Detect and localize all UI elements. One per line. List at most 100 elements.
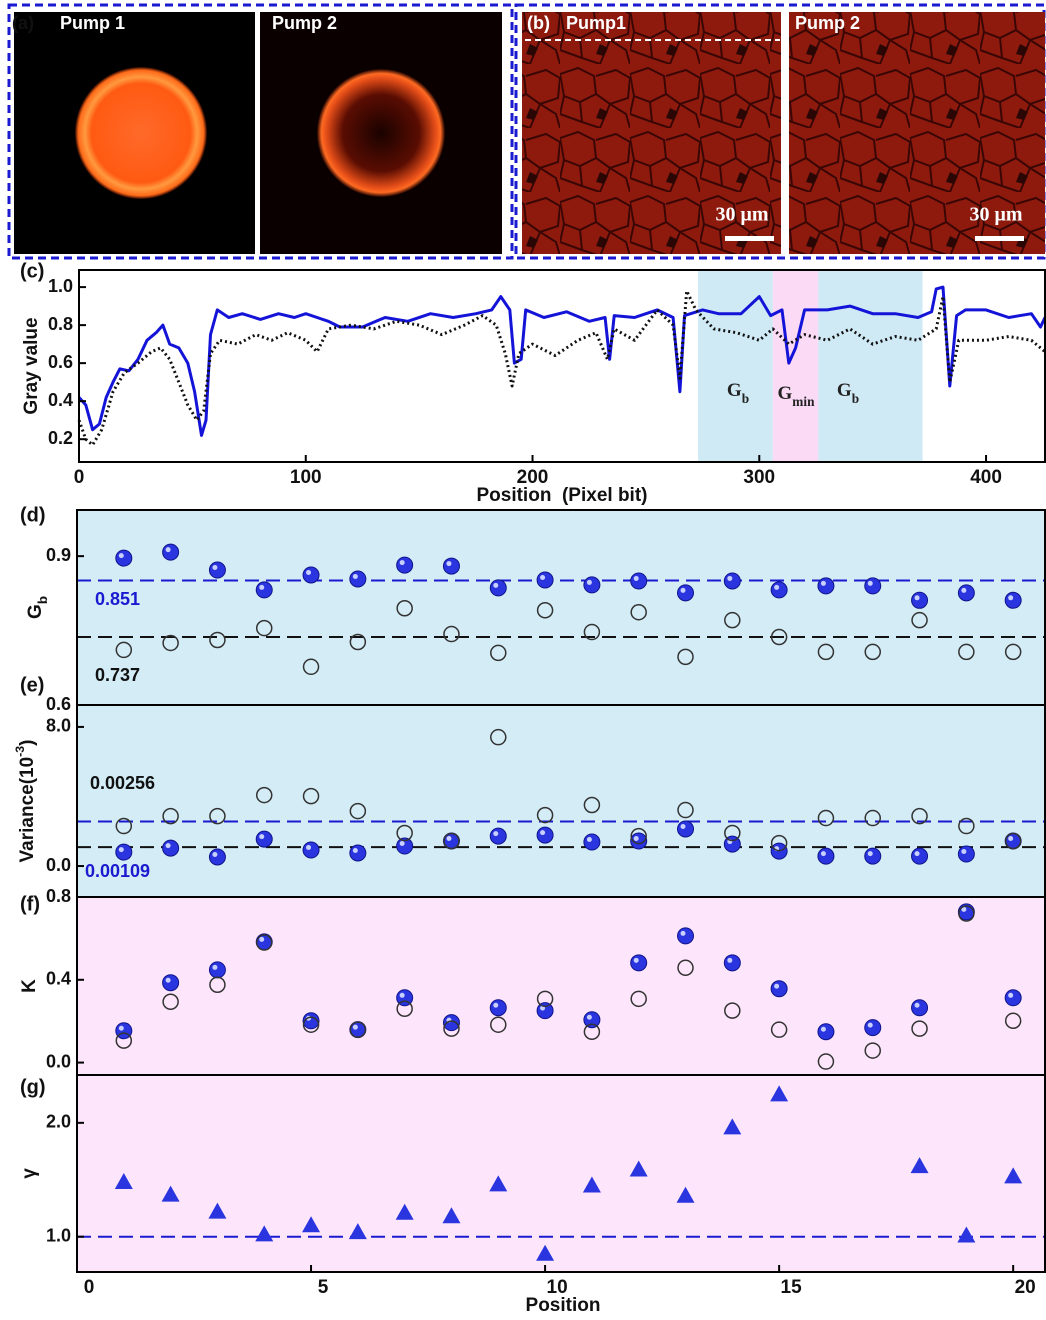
annotation-sub: b — [742, 391, 749, 406]
marker — [255, 1225, 274, 1242]
marker-highlight — [961, 849, 967, 855]
x-tick-label: 400 — [970, 467, 1002, 488]
x-axis-label: Position (Pixel bit) — [476, 485, 647, 506]
marker — [489, 827, 507, 845]
x-tick-label: 20 — [1015, 1277, 1036, 1298]
marker-highlight — [867, 1022, 873, 1028]
marker — [536, 571, 554, 589]
marker — [443, 625, 460, 643]
marker-highlight — [820, 851, 826, 857]
y-tick-label: 1.0 — [48, 276, 73, 296]
marker-highlight — [774, 584, 780, 590]
marker-highlight — [259, 936, 265, 942]
image-label: Pump 2 — [272, 13, 337, 33]
marker — [817, 1053, 835, 1070]
marker — [770, 581, 788, 599]
marker — [162, 993, 179, 1010]
marker — [349, 570, 367, 588]
panel-background — [77, 1075, 1045, 1272]
panel-label: (b) — [527, 13, 550, 33]
y-axis-label: γ — [19, 1168, 40, 1179]
marker — [395, 1203, 414, 1220]
marker-highlight — [165, 547, 171, 553]
y-tick-label: 0.8 — [46, 886, 71, 906]
marker — [489, 999, 507, 1017]
y-axis-label-main: Variance(10 — [17, 757, 38, 863]
marker — [910, 1157, 929, 1174]
reference-label: 0.00256 — [90, 773, 155, 793]
y-tick-label: 0.0 — [46, 1051, 71, 1071]
marker — [958, 643, 975, 661]
marker — [489, 1175, 508, 1192]
marker — [348, 1223, 367, 1240]
marker — [396, 556, 414, 574]
marker — [958, 817, 975, 835]
marker — [1004, 832, 1022, 850]
marker — [629, 1160, 648, 1177]
marker — [115, 549, 133, 567]
marker — [817, 847, 835, 865]
marker-highlight — [493, 831, 499, 837]
y-axis-label: Gb — [25, 596, 50, 619]
marker — [255, 581, 273, 599]
marker-highlight — [586, 1014, 592, 1020]
marker-highlight — [540, 830, 546, 836]
marker — [349, 1021, 367, 1038]
marker-highlight — [352, 1024, 358, 1030]
marker — [302, 787, 320, 805]
y-axis-label-sub: b — [35, 596, 50, 604]
image — [789, 12, 1045, 254]
reference-label: 0.737 — [95, 665, 140, 685]
marker — [115, 641, 133, 659]
marker — [302, 1016, 320, 1033]
marker — [162, 807, 179, 825]
pump-ring — [317, 69, 445, 197]
marker — [582, 1176, 601, 1193]
marker — [770, 1085, 789, 1102]
scale-label: 30 μm — [716, 204, 769, 226]
marker — [864, 1019, 882, 1037]
marker-highlight — [212, 852, 218, 857]
shaded-region — [698, 270, 773, 462]
marker-highlight — [165, 977, 171, 983]
marker — [536, 601, 554, 619]
marker — [864, 577, 882, 595]
image-label: Pump 2 — [795, 13, 860, 33]
marker — [255, 830, 273, 848]
x-tick-label: 300 — [743, 467, 775, 488]
x-tick-label: 0 — [74, 467, 85, 488]
image-label: Pump1 — [566, 13, 626, 33]
marker — [724, 1002, 741, 1019]
marker-highlight — [727, 575, 733, 581]
marker-highlight — [914, 595, 920, 601]
marker — [349, 802, 367, 820]
marker — [723, 1118, 742, 1135]
marker — [770, 1021, 788, 1038]
scale-bar — [975, 236, 1024, 241]
marker — [958, 905, 975, 922]
annotation-sub: min — [792, 394, 815, 409]
marker — [162, 974, 180, 992]
marker-highlight — [680, 587, 686, 593]
y-tick-label: 2.0 — [46, 1112, 71, 1132]
marker-highlight — [306, 845, 312, 851]
marker-highlight — [774, 983, 780, 989]
marker-highlight — [306, 570, 312, 575]
panel-label: (a) — [12, 13, 34, 33]
shaded-region — [772, 270, 819, 462]
marker — [1004, 1012, 1022, 1030]
marker — [911, 1020, 928, 1037]
panel-label: (g) — [20, 1076, 46, 1098]
marker — [396, 1000, 413, 1018]
marker — [911, 807, 928, 825]
marker — [536, 990, 554, 1008]
scale-label: 30 μm — [970, 204, 1023, 226]
y-axis-label-tail: ) — [17, 740, 38, 746]
marker — [583, 796, 601, 814]
marker — [957, 1226, 976, 1243]
marker — [209, 976, 226, 994]
marker — [723, 572, 741, 590]
plot-frame — [78, 269, 1046, 463]
annotation: Gb — [837, 380, 859, 405]
